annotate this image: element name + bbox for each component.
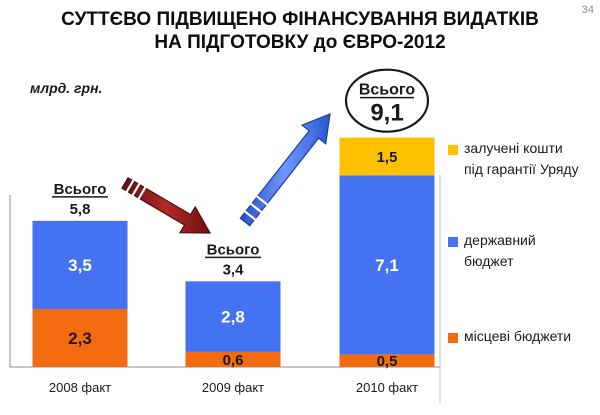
data-label: 2,3 <box>68 329 92 348</box>
bar-segment <box>339 175 435 355</box>
chart-title: СУТТЄВО ПІДВИЩЕНО ФІНАНСУВАННЯ ВИДАТКІВ … <box>40 8 560 54</box>
page-number: 34 <box>581 4 594 16</box>
bar-segment <box>339 137 435 176</box>
arrow-down-stripe <box>131 182 141 197</box>
total-value: 9,1 <box>370 100 403 127</box>
x-tick-label: 2009 факт <box>202 380 264 395</box>
unit-label: млрд. грн. <box>30 80 103 96</box>
bar-segment <box>185 351 281 367</box>
legend-item: державний бюджет <box>448 232 536 269</box>
legend-swatch <box>448 145 458 155</box>
arrow-up-shape <box>239 113 331 227</box>
arrow-down <box>121 176 212 234</box>
data-label: 3,5 <box>68 256 92 275</box>
bar-segment <box>185 281 281 352</box>
total-ellipse <box>344 68 430 133</box>
data-label: 2,8 <box>221 308 245 327</box>
data-label: 0,5 <box>377 353 398 370</box>
legend-swatch <box>448 333 458 343</box>
data-label: 1,5 <box>377 149 398 166</box>
legend-label: під гарантії Уряду <box>464 161 579 177</box>
legend-label: місцеві бюджети <box>464 328 571 344</box>
legend-label: залучені кошти <box>464 140 563 156</box>
arrow-up-stripe <box>249 202 263 214</box>
bar-segment <box>32 309 128 367</box>
bar-segment <box>32 220 128 310</box>
total-caption: Всього <box>207 241 260 258</box>
bar-segment <box>339 354 435 367</box>
total-value: 3,4 <box>223 261 245 278</box>
plot-area: 2,3 3,5 2008 факт 0,6 2,8 2009 факт 0,5 7,1 1,5 2… <box>9 68 441 403</box>
chart-title-line-2: НА ПІДГОТОВКУ до ЄВРО-2012 <box>154 32 446 53</box>
legend-label: бюджет <box>464 253 514 269</box>
x-tick-label: 2010 факт <box>356 380 418 395</box>
data-label: 0,6 <box>223 352 244 369</box>
x-tick-label: 2008 факт <box>49 380 111 395</box>
arrow-down-shape <box>121 176 212 234</box>
arrow-down-stripe <box>137 186 147 200</box>
arrow-up-stripe <box>243 210 257 221</box>
trend-arrows <box>121 113 331 234</box>
total-caption: Всього <box>54 181 107 198</box>
legend-item: залучені кошти під гарантії Уряду <box>448 140 579 177</box>
arrow-up-stripe <box>255 195 269 206</box>
arrow-up <box>239 113 331 227</box>
total-caption: Всього <box>359 82 416 99</box>
legend: залучені кошти під гарантії Уряду державни… <box>448 140 579 344</box>
arrow-down-stripe <box>125 179 135 193</box>
chart-title-line-1: СУТТЄВО ПІДВИЩЕНО ФІНАНСУВАННЯ ВИДАТКІВ <box>61 9 539 30</box>
legend-item: місцеві бюджети <box>448 328 571 344</box>
data-label: 7,1 <box>375 256 399 275</box>
total-value: 5,8 <box>70 201 91 218</box>
legend-swatch <box>448 237 458 247</box>
legend-label: державний <box>464 232 536 248</box>
